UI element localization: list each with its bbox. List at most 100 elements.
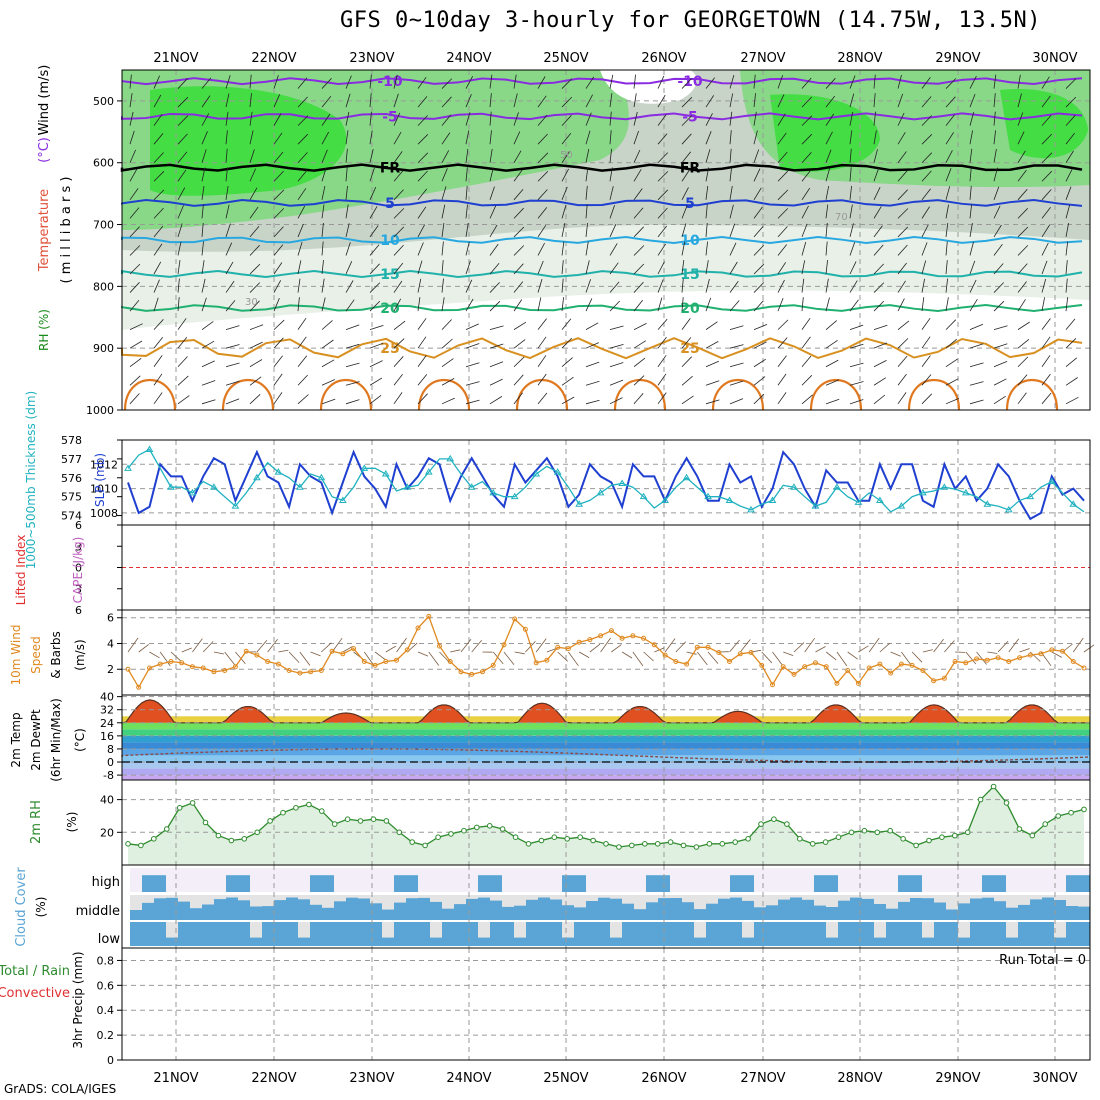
p1-barb-714 xyxy=(1065,297,1069,312)
p1-barb-201 xyxy=(393,131,402,145)
date-bottom-2: 23NOV xyxy=(349,1071,394,1086)
p1-barb-516 xyxy=(801,297,804,312)
p6-rh-point-29 xyxy=(499,826,506,832)
p6-rh-point-33 xyxy=(551,834,558,841)
p4-barb-32 xyxy=(471,640,483,653)
p1-barb-137 xyxy=(297,278,301,293)
p1-barb-213 xyxy=(393,356,404,367)
date-bottom-5: 26NOV xyxy=(641,1071,686,1086)
p4-speed-point-60 xyxy=(770,682,775,688)
p1-barb-587 xyxy=(897,280,906,293)
p1-barb-546 xyxy=(849,185,852,200)
p1-barb-653 xyxy=(993,167,998,182)
p1-barb-339 xyxy=(561,357,573,368)
p5-band-0 xyxy=(122,775,1090,780)
p7-bar-0-16 xyxy=(322,875,334,892)
p7-bar-2-61 xyxy=(862,922,874,946)
p4-barb-28 xyxy=(428,651,440,666)
p1-barb-259 xyxy=(465,204,468,219)
p1-barb-321 xyxy=(537,355,547,367)
p4-barb-13 xyxy=(267,639,278,653)
p1-barb-534 xyxy=(825,297,830,312)
p7-bar-2-50 xyxy=(730,922,742,946)
p1-barb-211 xyxy=(393,320,406,330)
p4-speed-point-35 xyxy=(501,642,507,648)
p1-barb-439 xyxy=(705,204,708,219)
p1-barb-627 xyxy=(945,358,958,368)
p7-bar-1-49 xyxy=(718,898,730,920)
p1-barb-79 xyxy=(225,204,230,219)
p2-marker-52 xyxy=(682,473,691,481)
p6-rh-point-16 xyxy=(331,821,338,827)
p1-barb-409 xyxy=(657,318,668,330)
p1-barb-149 xyxy=(321,167,327,182)
p1-barb-346 xyxy=(585,148,590,163)
p1-barb-66 xyxy=(201,297,207,312)
p1-barb-1 xyxy=(129,93,133,108)
p1-barb-665 xyxy=(993,395,1006,405)
p1-barb-187 xyxy=(369,206,378,219)
p1-barb-245 xyxy=(441,278,444,293)
p1-barb-659 xyxy=(993,282,1004,293)
p2-marker-84 xyxy=(1026,492,1035,500)
p1-barb-541 xyxy=(849,93,855,108)
p8-ytick-label-4: 0.8 xyxy=(97,954,115,967)
p1-barb-718 xyxy=(1065,377,1078,386)
p1-barb-220 xyxy=(417,152,429,164)
p1-barb-429 xyxy=(681,356,692,368)
p7-bar-2-24 xyxy=(418,922,430,946)
p4-barb-22 xyxy=(363,651,375,667)
p4-ylabel-a: 10m Wind xyxy=(9,625,23,686)
p1-barb-511 xyxy=(801,205,809,219)
p1-barb-392 xyxy=(633,340,647,349)
p4-speed-point-10 xyxy=(232,664,238,670)
p4-barb-6 xyxy=(192,638,203,653)
p7-bar-0-65 xyxy=(910,875,922,892)
p1-barb-639 xyxy=(969,241,974,256)
p1-barb-3 xyxy=(129,130,135,145)
p1-barb-198 xyxy=(393,74,398,89)
p2-marker-66 xyxy=(833,483,841,490)
p1-isotherm-label-3-1: 5 xyxy=(685,196,695,212)
p1-barb-681 xyxy=(1017,356,1029,368)
p7-bar-1-74 xyxy=(1018,904,1030,920)
p6-rh-point-68 xyxy=(1003,800,1010,806)
p1-barb-663 xyxy=(993,361,1008,368)
p1-barb-717 xyxy=(1065,357,1078,368)
p4-barb-76 xyxy=(944,640,955,653)
p1-barb-424 xyxy=(681,260,685,275)
p1-barb-382 xyxy=(633,149,641,163)
p1-barb-703 xyxy=(1065,96,1077,108)
p4-barb-54 xyxy=(707,651,719,664)
p7-bar-1-63 xyxy=(886,908,898,920)
p1-barb-56 xyxy=(201,113,210,126)
p1-barb-250 xyxy=(441,378,455,386)
p6-rh-point-24 xyxy=(435,834,441,841)
p1-barb-221 xyxy=(417,170,428,182)
p6-rh-point-60 xyxy=(900,836,906,842)
p7-bar-1-13 xyxy=(286,897,298,920)
p6-rh-point-12 xyxy=(280,809,286,816)
p1-barb-562 xyxy=(873,149,878,163)
p1-barb-301 xyxy=(513,321,527,330)
p4-speed-point-36 xyxy=(512,616,518,622)
p4-speed-point-77 xyxy=(952,659,958,664)
p1-barb-634 xyxy=(969,148,973,163)
p1-barb-36 xyxy=(177,78,188,89)
p7-bar-1-19 xyxy=(358,898,370,920)
p1-barb-348 xyxy=(585,185,588,200)
p7-bar-1-17 xyxy=(334,901,346,920)
date-top-9: 30NOV xyxy=(1032,51,1077,66)
p4-barb-79 xyxy=(976,651,987,665)
p1-barb-561 xyxy=(873,130,877,145)
p1-barb-538 xyxy=(825,379,840,386)
p6-rh-point-22 xyxy=(409,839,416,845)
p4-speed-point-39 xyxy=(544,657,550,663)
p1-barb-500 xyxy=(777,337,788,349)
p4-barb-27 xyxy=(417,651,429,657)
p7-level-2: low xyxy=(98,932,121,947)
p1-barb-645 xyxy=(969,362,984,368)
p5-band-8 xyxy=(122,722,1090,730)
p7-bar-2-43 xyxy=(646,922,658,946)
p6-rh-point-11 xyxy=(267,818,273,824)
